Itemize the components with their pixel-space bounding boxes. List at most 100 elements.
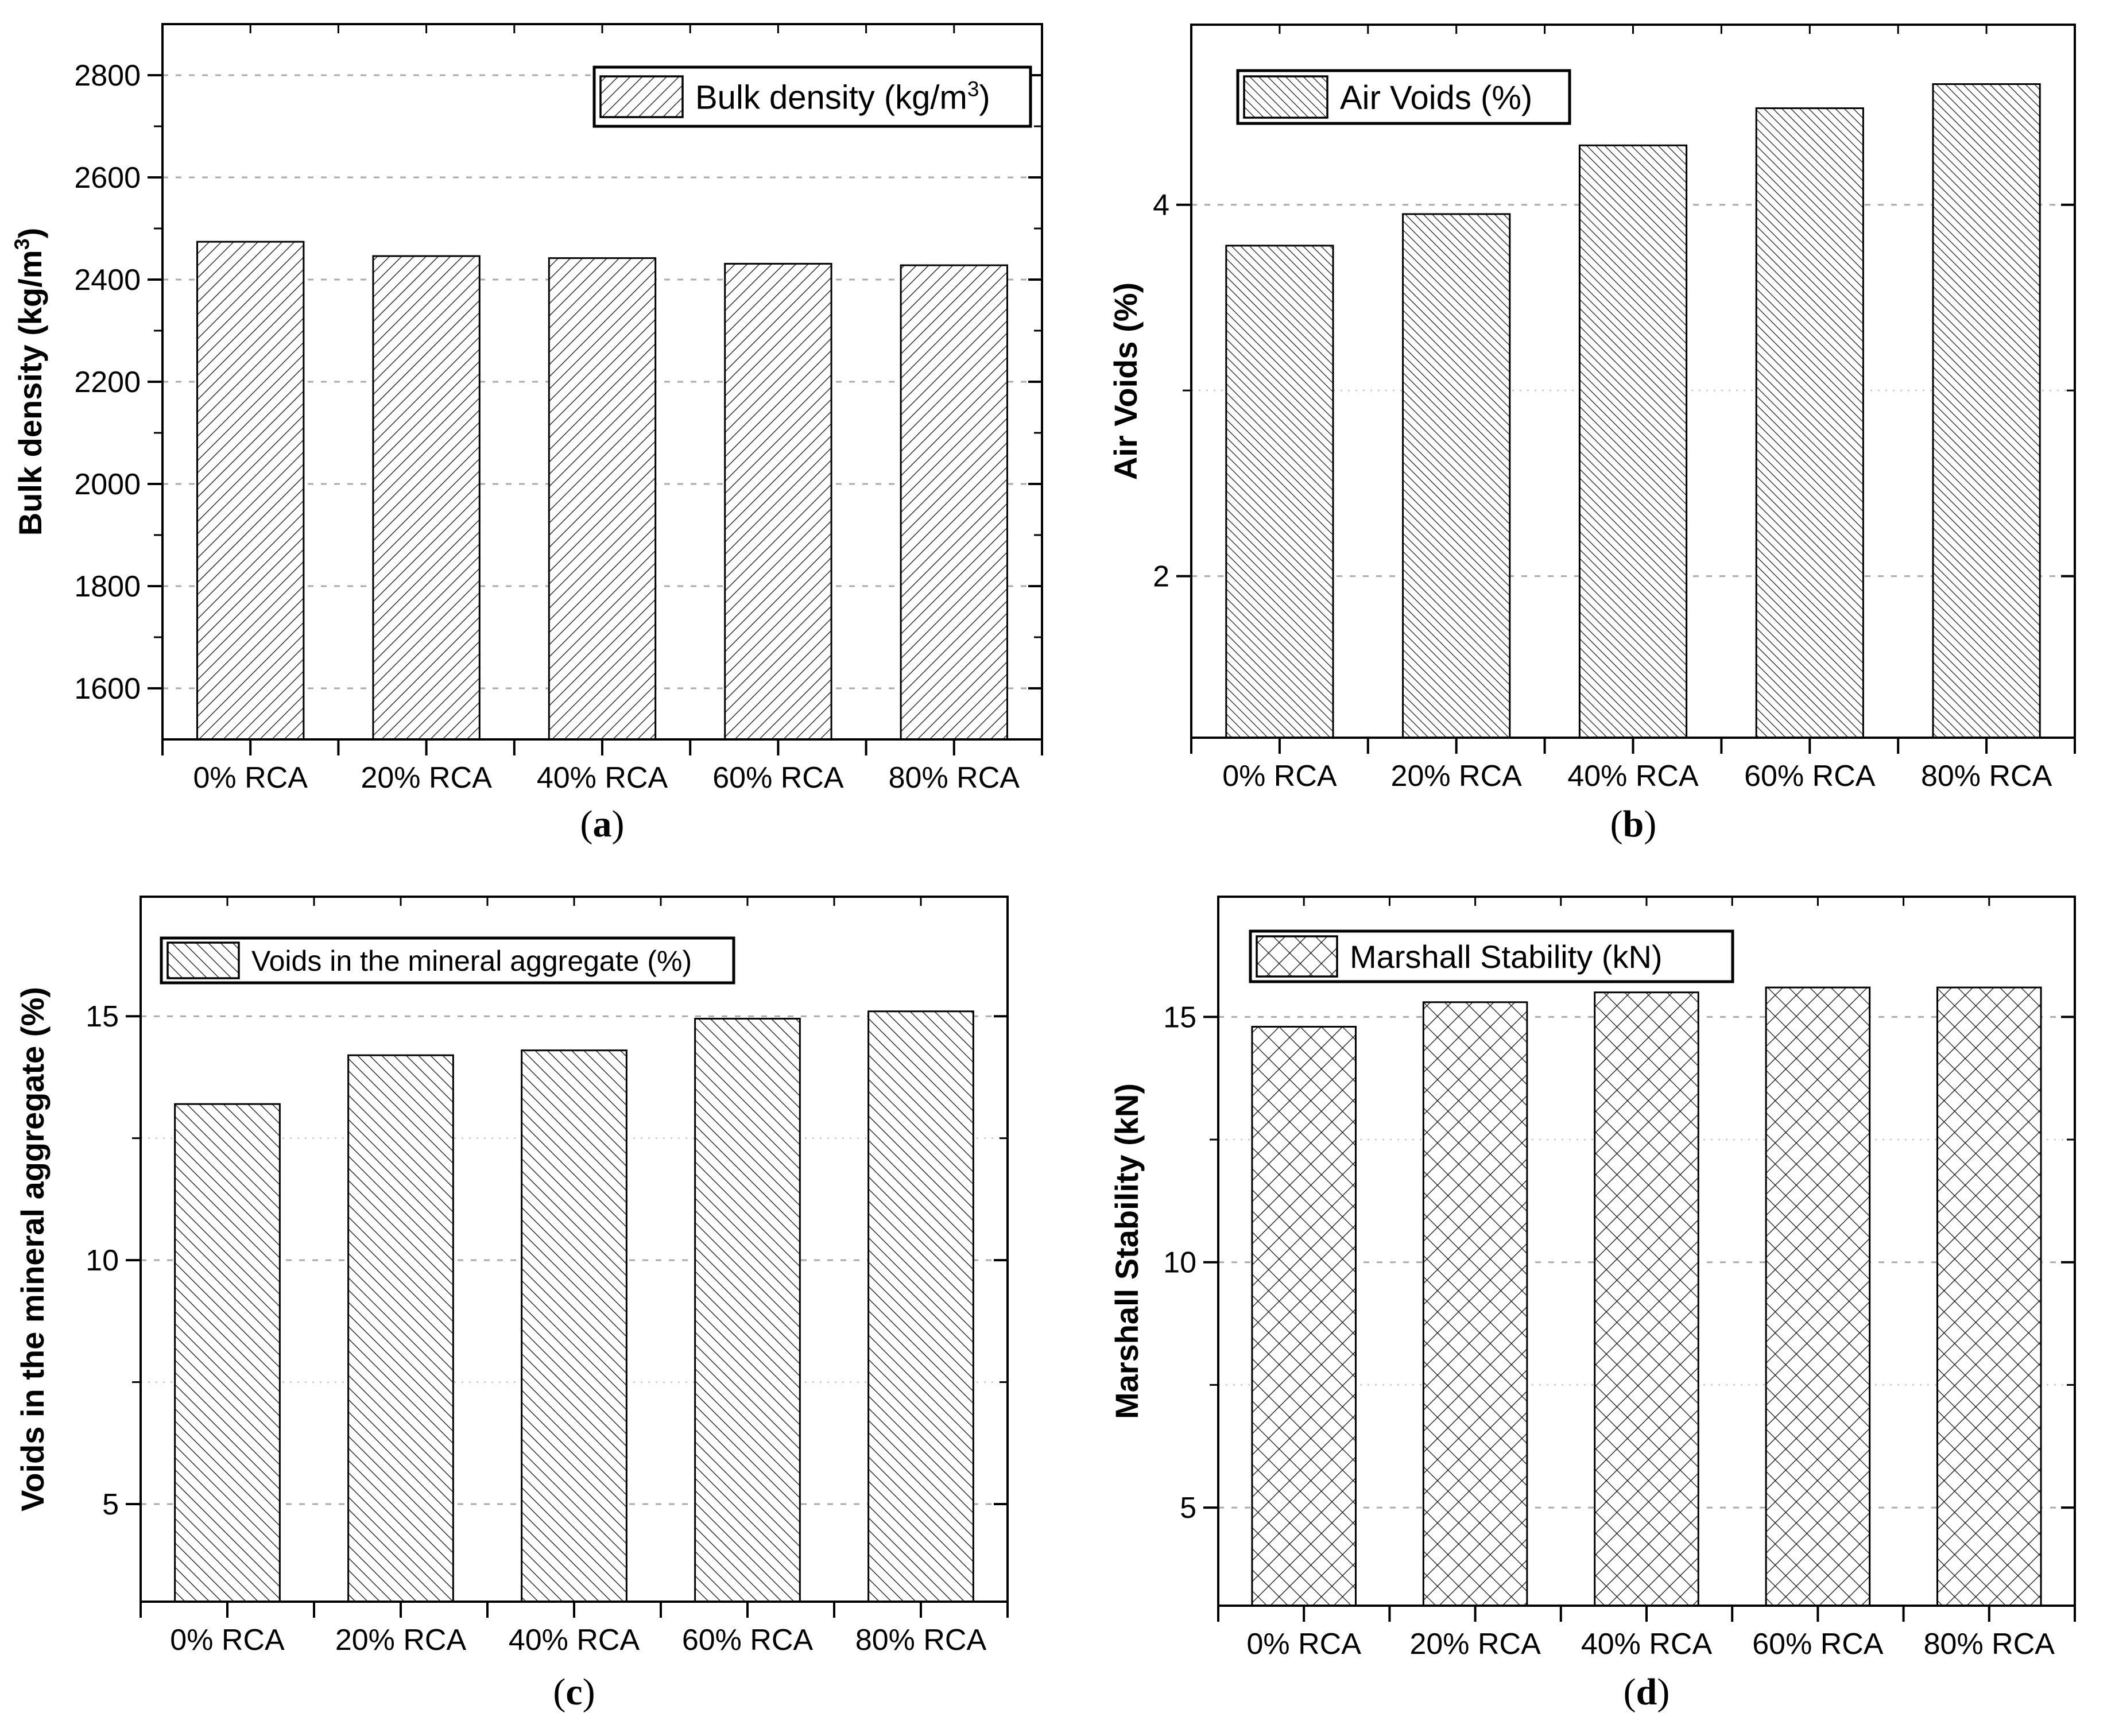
y-tick-label: 2 — [1153, 560, 1169, 594]
x-tick-label: 40% RCA — [537, 761, 668, 795]
bar-0-rca — [1225, 245, 1334, 739]
bar-60-rca — [694, 1017, 801, 1603]
y-axis-title-text: Voids in the mineral aggregate (%) — [14, 987, 51, 1512]
x-tick-label: 80% RCA — [1924, 1628, 2055, 1661]
bar-20-rca — [347, 1054, 454, 1603]
x-tick-label: 60% RCA — [1744, 760, 1876, 793]
legend-label: Voids in the mineral aggregate (%) — [251, 945, 692, 977]
y-tick-label: 5 — [102, 1488, 119, 1521]
y-tick-label: 2200 — [74, 366, 141, 399]
chart-c-vma: 5 10 15 0% RCA 20% RCA 40% RCA 60% RCA 80% RCA V… — [14, 896, 1009, 1657]
bar-80-rca — [900, 264, 1008, 741]
panel-b: 2 4 0% RCA 20% RCA 40% RCA 60% RCA 80% RCA Air … — [1058, 0, 2115, 868]
bar-40-rca — [521, 1049, 627, 1603]
y-axis-ticks — [1203, 1016, 2075, 1509]
panel-c: 5 10 15 0% RCA 20% RCA 40% RCA 60% RCA 80% RCA V… — [0, 868, 1058, 1736]
bars — [174, 1010, 974, 1603]
x-tick-label: 0% RCA — [1222, 760, 1337, 793]
caption-paren-open: ( — [580, 803, 593, 845]
panel-d: 5 10 15 0% RCA 20% RCA 40% RCA 60% RCA 80% RCA M… — [1058, 868, 2115, 1736]
panel-caption-c: (c) — [459, 1671, 689, 1714]
caption-letter: c — [565, 1671, 583, 1713]
y-axis-title: Bulk density (kg/m3) — [10, 228, 48, 536]
x-tick-label: 80% RCA — [1921, 760, 2052, 793]
bar-0-rca — [174, 1103, 281, 1603]
x-tick-label: 0% RCA — [193, 761, 308, 795]
chart-d-marshall-stability: 5 10 15 0% RCA 20% RCA 40% RCA 60% RCA 80% RCA M… — [1109, 896, 2076, 1661]
x-axis-ticks — [1190, 25, 2076, 754]
bar-40-rca — [1594, 991, 1699, 1607]
x-axis-ticks — [161, 24, 1043, 755]
x-tick-label: 60% RCA — [1752, 1628, 1884, 1661]
x-tick-label: 40% RCA — [1581, 1628, 1713, 1661]
y-tick-label: 10 — [1163, 1246, 1196, 1280]
legend-swatch — [166, 941, 240, 979]
x-axis-ticks — [140, 897, 1009, 1618]
y-axis-title-text: Air Voids (%) — [1107, 282, 1144, 480]
x-tick-labels: 0% RCA 20% RCA 40% RCA 60% RCA 80% RCA — [1222, 760, 2052, 793]
x-tick-label: 20% RCA — [335, 1623, 467, 1657]
x-tick-label: 80% RCA — [855, 1623, 987, 1657]
bar-0-rca — [196, 241, 305, 741]
legend-label: Bulk density (kg/m3) — [695, 77, 990, 116]
legend: Bulk density (kg/m3) — [592, 65, 1032, 128]
legend: Voids in the mineral aggregate (%) — [160, 936, 735, 985]
bar-0-rca — [1251, 1025, 1357, 1607]
bar-60-rca — [1765, 986, 1871, 1607]
legend-box — [160, 936, 735, 985]
caption-letter: b — [1622, 803, 1644, 845]
y-tick-label: 2000 — [74, 468, 141, 501]
bar-60-rca — [724, 262, 832, 741]
legend-swatch — [1243, 75, 1328, 119]
bar-20-rca — [372, 255, 481, 741]
x-tick-labels: 0% RCA 20% RCA 40% RCA 60% RCA 80% RCA — [193, 761, 1020, 795]
caption-paren-close: ) — [1644, 803, 1657, 845]
bar-40-rca — [1578, 144, 1688, 739]
x-tick-label: 20% RCA — [361, 761, 492, 795]
y-tick-labels: 24 — [1153, 189, 1169, 594]
chart-b-air-voids: 240% RCA 20% RCA 40% RCA 60% RCA 80% RCAAir … — [1107, 24, 2076, 793]
bars — [1251, 986, 2042, 1607]
x-tick-label: 0% RCA — [1246, 1628, 1361, 1661]
y-tick-label: 5 — [1180, 1491, 1196, 1525]
y-axis-title-text: Marshall Stability (kN) — [1109, 1083, 1145, 1419]
bar-20-rca — [1402, 213, 1511, 739]
panel-a: 1600 1800 2000 2200 2400 2600 2800 0% RCA 20% RC… — [0, 0, 1058, 868]
bar-80-rca — [867, 1010, 974, 1603]
x-tick-labels: 0% RCA 20% RCA 40% RCA 60% RCA 80% RCA — [1246, 1628, 2055, 1661]
caption-paren-open: ( — [1623, 1671, 1636, 1713]
y-tick-label: 4 — [1153, 189, 1169, 222]
panel-caption-d: (d) — [1532, 1671, 1761, 1714]
bar-60-rca — [1755, 107, 1864, 739]
caption-paren-open: ( — [1610, 803, 1623, 845]
caption-paren-open: ( — [553, 1671, 566, 1713]
y-axis-title-text: Bulk density (kg/m3) — [10, 228, 48, 536]
bar-20-rca — [1422, 1001, 1528, 1607]
y-tick-label: 10 — [86, 1244, 119, 1277]
y-axis-title: Marshall Stability (kN) — [1109, 1083, 1145, 1419]
legend: Marshall Stability (kN) — [1249, 929, 1734, 983]
y-tick-labels: 1600 1800 2000 2200 2400 2600 2800 — [74, 59, 141, 706]
x-tick-label: 40% RCA — [509, 1623, 640, 1657]
caption-paren-close: ) — [611, 803, 625, 845]
legend-swatch — [599, 75, 684, 118]
y-tick-label: 15 — [1163, 1001, 1196, 1034]
y-axis-title: Voids in the mineral aggregate (%) — [14, 987, 51, 1512]
bars — [1225, 83, 2041, 739]
caption-paren-close: ) — [582, 1671, 595, 1713]
legend-label: Air Voids (%) — [1340, 79, 1532, 117]
y-tick-label: 15 — [86, 1000, 119, 1033]
caption-letter: d — [1636, 1671, 1657, 1713]
legend: Air Voids (%) — [1236, 69, 1571, 125]
x-tick-label: 60% RCA — [682, 1623, 814, 1657]
y-tick-label: 2800 — [74, 59, 141, 92]
x-tick-label: 40% RCA — [1567, 760, 1699, 793]
chart-a-bulk-density: 1600 1800 2000 2200 2400 2600 2800 0% RCA 20% RC… — [10, 23, 1043, 795]
bar-80-rca — [1936, 986, 2042, 1607]
y-tick-labels: 5 10 15 — [1163, 1001, 1196, 1525]
caption-letter: a — [592, 803, 612, 845]
x-axis-ticks — [1217, 897, 2076, 1622]
legend-label: Marshall Stability (kN) — [1350, 939, 1663, 975]
y-axis-ticks — [148, 74, 1042, 689]
